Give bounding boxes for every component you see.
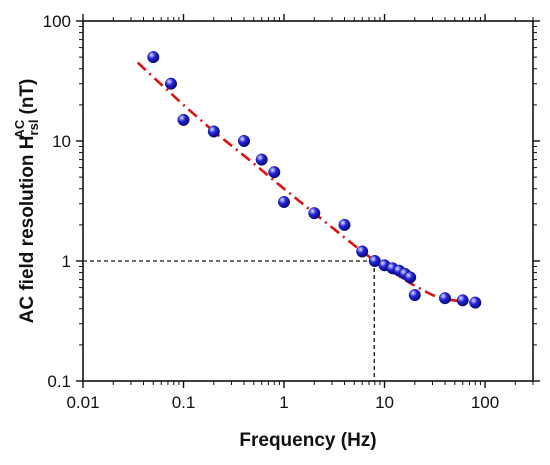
- x-tick-label: 10: [375, 393, 394, 412]
- y-tick-label: 100: [43, 12, 71, 31]
- ticks-layer: 0.01 0.1 1 10 100 0.1 1 10 100: [43, 12, 540, 412]
- data-point: [268, 166, 281, 179]
- data-point: [177, 113, 190, 126]
- data-point: [408, 289, 421, 302]
- data-point: [278, 195, 291, 208]
- data-point: [237, 134, 250, 147]
- y-axis-title-unit: (nT): [17, 79, 38, 120]
- data-point: [469, 296, 482, 309]
- data-point: [207, 125, 220, 138]
- y-tick-label: 0.1: [47, 372, 71, 391]
- data-point: [338, 218, 351, 231]
- x-tick-label: 0.01: [66, 393, 99, 412]
- data-point: [456, 294, 469, 307]
- plot-frame: [82, 20, 534, 382]
- x-tick-label: 100: [471, 393, 499, 412]
- y-tick-label: 10: [52, 132, 71, 151]
- data-point: [164, 77, 177, 90]
- data-point: [308, 207, 321, 220]
- y-axis-title-sup: AC: [12, 119, 27, 138]
- y-axis-title: AC field resolution HrslAC (nT): [12, 79, 41, 324]
- data-point: [147, 51, 160, 64]
- fit-line: [136, 61, 476, 304]
- data-point: [255, 153, 268, 166]
- data-point: [356, 245, 369, 258]
- x-tick-label: 0.1: [172, 393, 196, 412]
- y-axis-title-sub: rsl: [26, 120, 41, 136]
- plot-layer: [83, 51, 482, 381]
- data-point: [439, 292, 452, 305]
- y-tick-label: 1: [62, 252, 71, 271]
- x-axis-title: Frequency (Hz): [239, 430, 376, 451]
- x-tick-label: 1: [279, 393, 288, 412]
- data-point: [404, 271, 417, 284]
- y-axis-title-main: AC field resolution H: [17, 135, 38, 323]
